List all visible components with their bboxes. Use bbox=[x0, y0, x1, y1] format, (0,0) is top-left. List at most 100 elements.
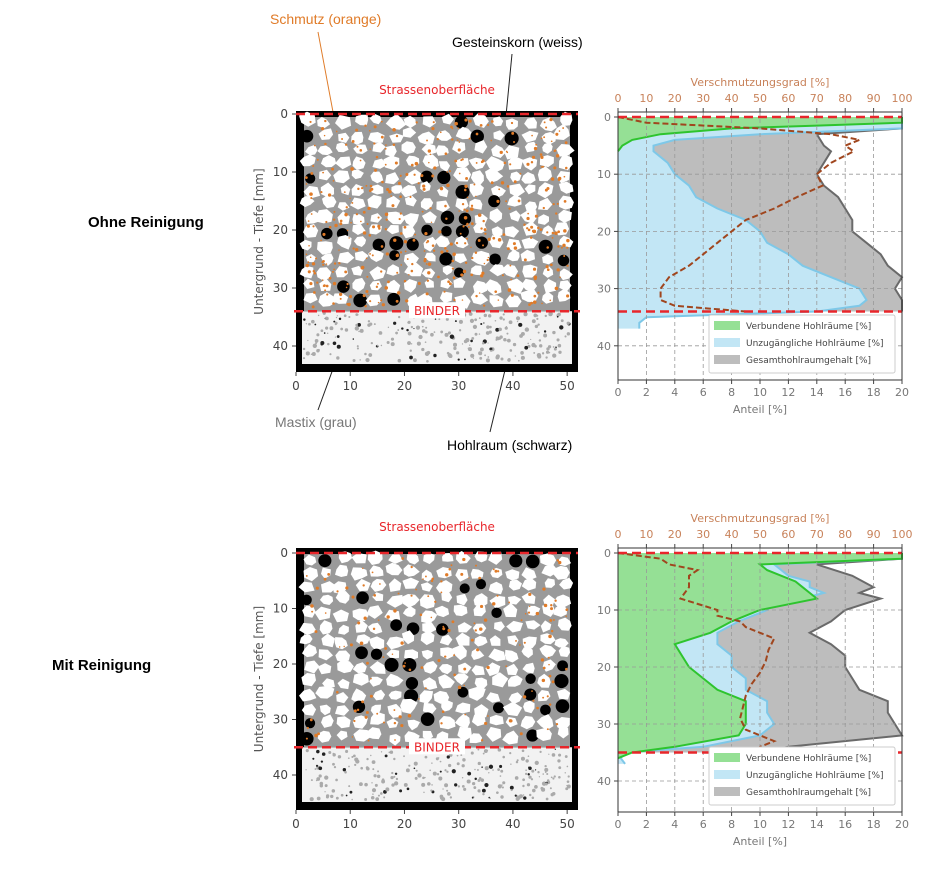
schmutz-dot bbox=[431, 127, 435, 131]
gesteinskorn-grain bbox=[335, 564, 349, 577]
gesteinskorn-grain bbox=[474, 140, 488, 154]
schmutz-dot bbox=[309, 192, 313, 196]
mastix-speck bbox=[544, 314, 547, 318]
mastix-speck bbox=[407, 322, 409, 324]
mastix-speck bbox=[305, 749, 309, 753]
gesteinskorn-grain bbox=[433, 690, 450, 704]
mastix-speck bbox=[310, 779, 313, 782]
mastix-speck bbox=[494, 319, 497, 322]
schmutz-dot bbox=[547, 656, 550, 659]
gesteinskorn-grain bbox=[368, 249, 384, 262]
gesteinskorn-grain bbox=[558, 235, 574, 248]
schmutz-dot bbox=[565, 166, 568, 170]
schmutz-dot bbox=[482, 244, 485, 247]
schmutz-dot bbox=[333, 268, 336, 271]
x-tick-label: 8 bbox=[728, 818, 735, 831]
mastix-speck bbox=[360, 766, 364, 770]
mastix-speck bbox=[445, 317, 449, 321]
mastix-speck bbox=[370, 341, 374, 345]
schmutz-dot bbox=[364, 124, 367, 127]
schmutz-dot bbox=[455, 241, 459, 245]
gesteinskorn-grain bbox=[372, 158, 388, 169]
gesteinskorn-grain bbox=[455, 198, 469, 212]
mastix-speck bbox=[477, 761, 481, 766]
mastix-speck bbox=[515, 760, 519, 764]
x-tick-label: 10 bbox=[753, 386, 767, 399]
mastix-speck bbox=[514, 776, 519, 780]
x2-tick-label: 90 bbox=[867, 92, 881, 105]
hohlraum-void bbox=[455, 225, 469, 239]
mastix-speck bbox=[316, 333, 320, 337]
schmutz-dot bbox=[409, 195, 412, 198]
gesteinskorn-grain bbox=[354, 251, 369, 262]
hohlraum-void bbox=[300, 129, 314, 143]
schmutz-dot bbox=[312, 291, 316, 294]
gesteinskorn-grain bbox=[521, 172, 536, 184]
schmutz-dot bbox=[320, 126, 325, 131]
mastix-speck bbox=[566, 780, 570, 784]
schmutz-dot bbox=[404, 662, 406, 664]
gesteinskorn-grain bbox=[385, 562, 403, 576]
gesteinskorn-grain bbox=[491, 144, 506, 158]
gesteinskorn-grain bbox=[488, 581, 503, 595]
mastix-speck bbox=[566, 321, 570, 325]
gesteinskorn-grain bbox=[319, 704, 331, 716]
mastix-speck bbox=[336, 344, 341, 349]
schmutz-dot bbox=[369, 300, 372, 303]
legend-swatch bbox=[714, 355, 740, 364]
mastix-speck bbox=[543, 333, 548, 338]
mastix-speck bbox=[332, 752, 335, 755]
schmutz-dot bbox=[359, 641, 364, 646]
mastix-speck bbox=[390, 776, 394, 780]
mastix-speck bbox=[383, 796, 386, 799]
area-1 bbox=[618, 117, 902, 329]
gesteinskorn-grain bbox=[484, 279, 502, 296]
mastix-speck bbox=[329, 353, 332, 356]
schmutz-dot bbox=[351, 201, 354, 204]
mastix-speck bbox=[403, 782, 408, 787]
schmutz-dot bbox=[322, 259, 325, 263]
mastix-speck bbox=[458, 329, 462, 332]
schmutz-dot bbox=[480, 160, 484, 164]
schmutz-dot bbox=[558, 130, 561, 132]
mastix-speck bbox=[528, 793, 532, 797]
schmutz-dot bbox=[542, 696, 545, 699]
mastix-speck bbox=[421, 319, 425, 323]
schmutz-dot bbox=[487, 715, 489, 717]
mastix-speck bbox=[536, 353, 542, 358]
schmutz-dot bbox=[397, 592, 400, 595]
gesteinskorn-grain bbox=[470, 265, 482, 276]
mastix-speck bbox=[316, 749, 320, 754]
gesteinskorn-grain bbox=[303, 278, 315, 289]
hohlraum-void bbox=[557, 254, 570, 267]
mastix-speck bbox=[407, 331, 412, 336]
mastix-speck bbox=[544, 782, 548, 786]
x2-axis-label: Verschmutzungsgrad [%] bbox=[691, 76, 830, 89]
schmutz-dot bbox=[463, 684, 465, 687]
schmutz-dot bbox=[440, 591, 443, 594]
mastix-speck bbox=[469, 318, 475, 323]
x-tick-label: 50 bbox=[560, 817, 575, 831]
gesteinskorn-grain bbox=[474, 635, 488, 647]
gesteinskorn-grain bbox=[434, 235, 450, 248]
schmutz-dot bbox=[551, 231, 555, 235]
schmutz-dot bbox=[344, 143, 348, 146]
schmutz-dot bbox=[550, 604, 553, 607]
gesteinskorn-grain bbox=[302, 605, 316, 618]
gesteinskorn-grain bbox=[350, 567, 368, 581]
schmutz-dot bbox=[540, 137, 543, 140]
schmutz-dot bbox=[395, 134, 399, 138]
mastix-speck bbox=[358, 782, 363, 787]
gesteinskorn-grain bbox=[370, 578, 387, 592]
schmutz-dot bbox=[490, 139, 493, 142]
mastix-speck bbox=[499, 764, 503, 768]
schmutz-dot bbox=[312, 269, 316, 273]
mastix-speck bbox=[334, 336, 337, 338]
schmutz-dot bbox=[457, 127, 460, 129]
gesteinskorn-grain bbox=[489, 714, 504, 726]
mastix-speck bbox=[564, 335, 567, 338]
mastix-speck bbox=[397, 329, 400, 331]
mastix-speck bbox=[320, 340, 325, 345]
schmutz-dot bbox=[546, 246, 549, 249]
schmutz-dot bbox=[445, 217, 448, 221]
